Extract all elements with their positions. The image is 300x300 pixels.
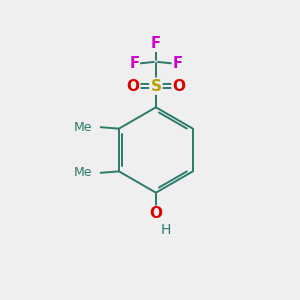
- Text: O: O: [127, 79, 140, 94]
- Text: F: F: [129, 56, 140, 71]
- Text: O: O: [149, 206, 162, 221]
- Text: Me: Me: [74, 121, 92, 134]
- Text: F: F: [172, 56, 182, 71]
- Text: Me: Me: [74, 166, 92, 179]
- Text: H: H: [161, 223, 171, 237]
- Text: F: F: [151, 36, 161, 51]
- Text: O: O: [172, 79, 185, 94]
- Text: S: S: [150, 79, 161, 94]
